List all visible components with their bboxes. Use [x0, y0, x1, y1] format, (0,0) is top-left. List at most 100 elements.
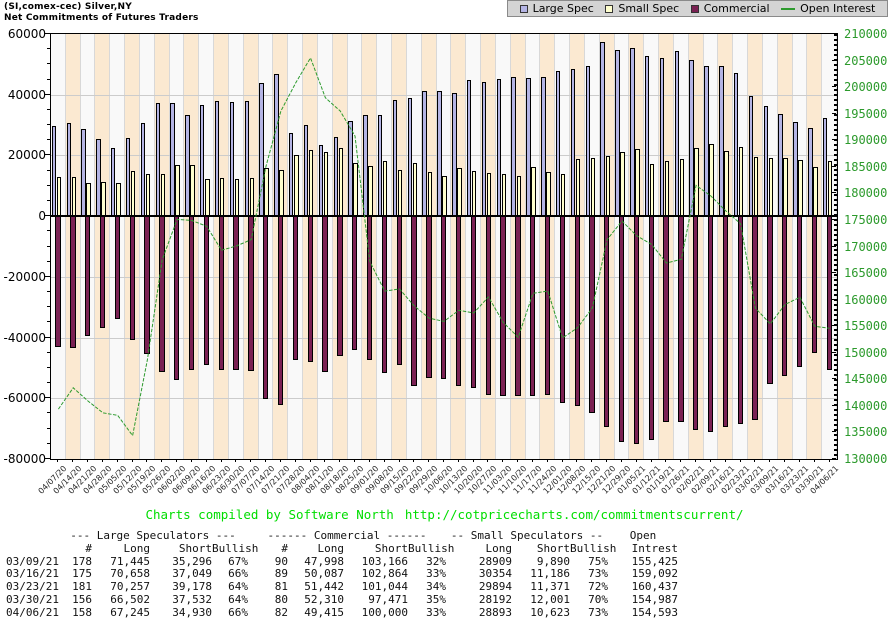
table-cell: 39,178	[172, 580, 212, 594]
x-axis-tick	[620, 459, 622, 462]
bar-commercial	[678, 216, 684, 422]
bar-large-spec	[496, 79, 502, 217]
bar-large-spec	[719, 65, 724, 217]
bar-large-spec	[289, 133, 294, 217]
table-cell: 178	[72, 554, 92, 568]
table-header-cell: Short	[374, 541, 408, 555]
bar-commercial	[648, 216, 654, 440]
y-axis-minor-tick-left	[47, 139, 50, 141]
bar-small-spec	[813, 166, 818, 217]
y-axis-label-left: -80000	[3, 452, 46, 466]
bar-commercial	[574, 216, 580, 407]
bar-small-spec	[501, 174, 507, 217]
y-axis-tick-right	[832, 33, 836, 34]
bar-commercial	[470, 216, 477, 389]
y-axis-label-right: 145000	[844, 372, 888, 387]
table-cell: 34,930	[172, 605, 212, 619]
chart-title-line1: (SI,comex-cec) Silver,NY	[4, 2, 132, 12]
y-axis-tick-left	[45, 215, 50, 217]
table-cell: 64%	[228, 592, 248, 606]
bar-small-spec	[412, 163, 418, 217]
bar-commercial	[396, 216, 402, 365]
bar-small-spec	[294, 155, 299, 217]
bar-large-spec	[674, 50, 680, 217]
y-axis-minor-tick-left	[47, 260, 50, 262]
bar-commercial	[633, 216, 640, 445]
x-axis-tick	[354, 459, 356, 462]
bar-commercial	[85, 216, 91, 337]
bar-commercial	[559, 216, 565, 404]
x-axis-tick	[250, 459, 252, 462]
bar-small-spec	[457, 167, 462, 217]
x-axis-tick	[220, 459, 222, 462]
commercial-swatch-icon	[690, 4, 699, 13]
table-cell: 154,593	[631, 605, 678, 619]
bar-large-spec	[363, 114, 368, 217]
y-axis-label-right: 205000	[844, 53, 888, 68]
table-header-group: ------ Commercial ------	[267, 529, 427, 542]
table-cell: 70,257	[110, 580, 150, 594]
table-cell: 66%	[228, 605, 248, 619]
x-axis-tick	[368, 459, 370, 462]
bar-large-spec	[778, 114, 783, 217]
bar-large-spec	[200, 105, 205, 217]
bar-commercial	[737, 216, 743, 425]
y-axis-minor-tick-left	[47, 169, 50, 171]
y-axis-label-right: 170000	[844, 239, 888, 254]
x-axis-tick	[398, 459, 400, 462]
y-axis-tick-left	[45, 397, 50, 399]
legend-label: Large Spec	[532, 2, 594, 15]
y-axis-label-left: -20000	[3, 269, 46, 284]
bar-commercial	[796, 216, 803, 367]
y-axis-minor-tick-left	[47, 199, 50, 201]
x-axis-tick	[769, 459, 771, 462]
table-cell: 73%	[588, 567, 608, 581]
bar-large-spec	[422, 91, 427, 217]
x-axis-tick	[798, 459, 800, 462]
table-cell: 71,445	[110, 554, 150, 568]
bar-commercial	[782, 216, 788, 377]
x-axis-tick	[190, 459, 192, 462]
bar-commercial	[352, 216, 358, 351]
y-axis-label-right: 190000	[844, 133, 888, 148]
bar-commercial	[218, 216, 224, 371]
bar-large-spec	[748, 95, 754, 217]
bar-large-spec	[481, 81, 487, 217]
bar-large-spec	[541, 76, 546, 217]
x-axis-tick	[591, 459, 593, 462]
x-axis-tick	[813, 459, 815, 462]
table-cell: 33%	[426, 567, 446, 581]
y-axis-tick-left	[45, 33, 50, 34]
table-header-cell: Long	[485, 541, 513, 555]
bar-small-spec	[323, 152, 329, 217]
x-axis-tick	[176, 459, 178, 462]
bar-small-spec	[130, 170, 136, 217]
y-axis-tick-left	[45, 275, 50, 277]
table-header-cell: Long	[123, 541, 151, 555]
x-axis-tick	[472, 459, 474, 462]
bar-commercial	[292, 216, 299, 360]
footer-url[interactable]: http://cotpricecharts.com/commitmentscur…	[404, 507, 744, 522]
table-row: 03/16/21 175 70,658 37,049 66% 89 50,087 102,86…	[6, 568, 678, 581]
bar-small-spec	[546, 172, 551, 217]
table-cell: 37,049	[172, 567, 212, 581]
bar-small-spec	[561, 174, 566, 217]
table-cell: 28893	[478, 605, 512, 619]
bar-large-spec	[407, 98, 413, 217]
table-cell-date: 03/09/21	[6, 554, 59, 568]
bar-small-spec	[679, 158, 685, 217]
right-axis-ruler	[834, 34, 837, 459]
table-row: 03/30/21 156 66,502 37,532 64% 80 52,310 97,471…	[6, 592, 678, 607]
bar-commercial	[722, 216, 729, 428]
small-spec-swatch-icon	[605, 4, 614, 13]
legend-label: Open Interest	[800, 2, 876, 15]
table-cell: 70%	[588, 592, 608, 606]
bar-commercial	[544, 216, 551, 395]
x-axis-tick	[724, 459, 726, 462]
bar-large-spec	[348, 121, 353, 217]
bar-small-spec	[605, 156, 610, 217]
y-axis-label-left: -60000	[3, 391, 46, 406]
table-header-cell: Long	[317, 541, 345, 555]
bar-commercial	[693, 216, 699, 431]
bar-commercial	[99, 216, 106, 329]
